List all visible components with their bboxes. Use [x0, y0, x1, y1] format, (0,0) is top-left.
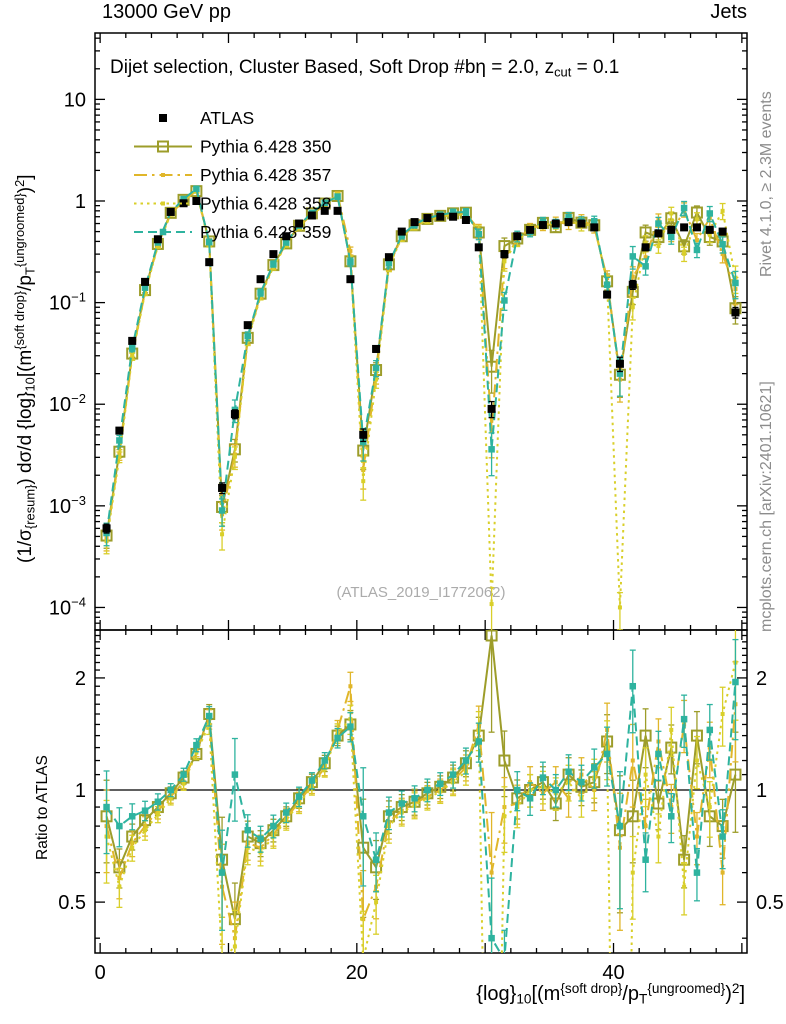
- svg-text:Pythia 6.428 350: Pythia 6.428 350: [200, 137, 332, 157]
- svg-text:0.5: 0.5: [58, 892, 86, 914]
- legend: ATLAS Pythia 6.428 350 Pythia 6.428 357 Pyt…: [134, 108, 332, 242]
- svg-text:10−2: 10−2: [49, 391, 86, 416]
- line-p357: [105, 685, 737, 939]
- svg-text:2: 2: [756, 668, 767, 690]
- errorbars-p358: [103, 188, 739, 630]
- svg-text:Pythia 6.428 359: Pythia 6.428 359: [200, 222, 331, 242]
- svg-text:1: 1: [75, 191, 86, 213]
- errorbars-p350: [103, 630, 739, 953]
- svg-text:0: 0: [95, 962, 106, 984]
- line-p350: [105, 189, 737, 536]
- svg-text:40: 40: [602, 962, 624, 984]
- main-panel-series: [100, 185, 742, 630]
- line-p358: [105, 188, 737, 608]
- svg-text:Pythia 6.428 357: Pythia 6.428 357: [200, 165, 331, 185]
- svg-text:ATLAS: ATLAS: [200, 108, 254, 128]
- svg-text:Pythia 6.428 358: Pythia 6.428 358: [200, 194, 331, 214]
- tick-labels: 0 20 40 10−4 10−3 10−2 10−1 1 10 0.5 0.5 1 1 2 2: [49, 89, 784, 984]
- main-panel-frame: [94, 32, 748, 631]
- svg-text:1: 1: [756, 780, 767, 802]
- ratio-panel-frame: [94, 629, 748, 954]
- markers-p358: [104, 660, 738, 949]
- svg-text:10−4: 10−4: [49, 594, 86, 619]
- line-p358: [105, 662, 737, 953]
- markers-p350: [100, 630, 742, 926]
- markers-p359: [103, 678, 739, 942]
- svg-text:1: 1: [75, 780, 86, 802]
- svg-text:10−1: 10−1: [49, 290, 86, 315]
- markers-p358: [104, 188, 738, 610]
- line-p350: [105, 635, 737, 920]
- ratio-panel-series: [100, 630, 742, 953]
- errorbars-p359: [103, 638, 739, 953]
- svg-text:0.5: 0.5: [756, 892, 784, 914]
- line-p359: [105, 681, 737, 953]
- line-p357: [105, 188, 737, 539]
- svg-text:10: 10: [64, 89, 86, 111]
- svg-text:20: 20: [346, 962, 368, 984]
- axes-ticks: [95, 33, 747, 953]
- svg-text:10−3: 10−3: [49, 493, 86, 518]
- svg-text:2: 2: [75, 668, 86, 690]
- line-p359: [105, 186, 737, 534]
- markers-atlas: [102, 196, 740, 533]
